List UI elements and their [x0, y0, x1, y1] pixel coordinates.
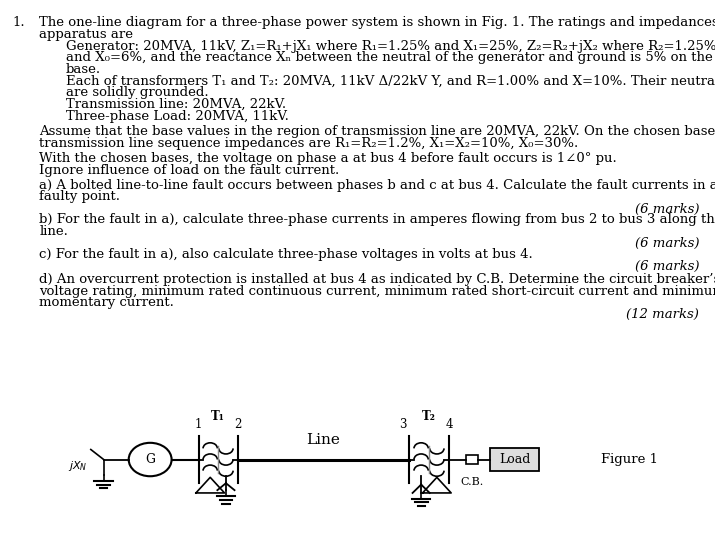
Text: Three-phase Load: 20MVA, 11kV.: Three-phase Load: 20MVA, 11kV. — [66, 110, 289, 123]
Text: Transmission line: 20MVA, 22kV.: Transmission line: 20MVA, 22kV. — [66, 98, 286, 111]
Text: T₂: T₂ — [422, 411, 436, 423]
Text: Generator: 20MVA, 11kV, Z₁=R₁+jX₁ where R₁=1.25% and X₁=25%, Z₂=R₂+jX₂ where R₂=: Generator: 20MVA, 11kV, Z₁=R₁+jX₁ where … — [66, 40, 715, 52]
Text: d) An overcurrent protection is installed at bus 4 as indicated by C.B. Determin: d) An overcurrent protection is installe… — [39, 273, 715, 286]
Text: With the chosen bases, the voltage on phase a at bus 4 before fault occurs is 1∠: With the chosen bases, the voltage on ph… — [39, 152, 617, 165]
Text: 4: 4 — [445, 418, 453, 431]
Text: Assume that the base values in the region of transmission line are 20MVA, 22kV. : Assume that the base values in the regio… — [39, 125, 715, 138]
Text: The one-line diagram for a three-phase power system is shown in Fig. 1. The rati: The one-line diagram for a three-phase p… — [39, 16, 715, 28]
Bar — [466, 455, 478, 464]
Text: 1: 1 — [195, 418, 202, 431]
Text: c) For the fault in a), also calculate three-phase voltages in volts at bus 4.: c) For the fault in a), also calculate t… — [39, 248, 533, 261]
Text: voltage rating, minimum rated continuous current, minimum rated short-circuit cu: voltage rating, minimum rated continuous… — [39, 285, 715, 297]
Text: (6 marks): (6 marks) — [635, 237, 699, 250]
Text: Load: Load — [499, 453, 531, 466]
Text: (6 marks): (6 marks) — [635, 260, 699, 273]
Bar — [490, 448, 539, 471]
Text: apparatus are: apparatus are — [39, 28, 133, 41]
Text: 3: 3 — [400, 418, 407, 431]
Text: 1.: 1. — [13, 16, 26, 28]
Text: a) A bolted line-to-line fault occurs between phases b and c at bus 4. Calculate: a) A bolted line-to-line fault occurs be… — [39, 179, 715, 192]
Text: momentary current.: momentary current. — [39, 296, 174, 309]
Text: T₁: T₁ — [211, 411, 225, 423]
Text: (6 marks): (6 marks) — [635, 203, 699, 216]
Text: Each of transformers T₁ and T₂: 20MVA, 11kV Δ/22kV Y, and R=1.00% and X=10%. The: Each of transformers T₁ and T₂: 20MVA, 1… — [66, 75, 715, 87]
Text: base.: base. — [66, 63, 101, 76]
Text: $jX_N$: $jX_N$ — [69, 459, 88, 473]
Text: are solidly grounded.: are solidly grounded. — [66, 86, 208, 99]
Text: and X₀=6%, and the reactance Xₙ between the neutral of the generator and ground : and X₀=6%, and the reactance Xₙ between … — [66, 51, 715, 64]
Text: 2: 2 — [235, 418, 242, 431]
Text: b) For the fault in a), calculate three-phase currents in amperes flowing from b: b) For the fault in a), calculate three-… — [39, 213, 715, 226]
Text: Line: Line — [307, 433, 340, 447]
Text: Ignore influence of load on the fault current.: Ignore influence of load on the fault cu… — [39, 164, 340, 177]
Text: line.: line. — [39, 225, 68, 238]
Text: Figure 1: Figure 1 — [601, 453, 658, 466]
Text: G: G — [145, 453, 155, 466]
Text: transmission line sequence impedances are R₁=R₂=1.2%, X₁=X₂=10%, X₀=30%.: transmission line sequence impedances ar… — [39, 137, 578, 150]
Text: faulty point.: faulty point. — [39, 190, 120, 203]
Text: (12 marks): (12 marks) — [626, 308, 699, 321]
Text: C.B.: C.B. — [460, 477, 483, 487]
